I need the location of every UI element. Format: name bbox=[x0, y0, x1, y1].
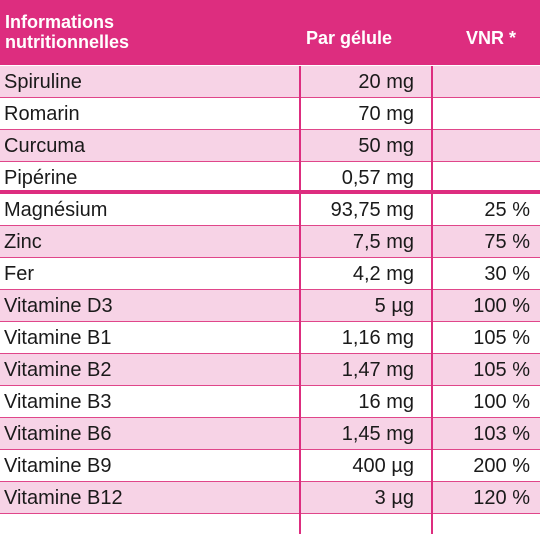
nutrient-name: Magnésium bbox=[4, 199, 108, 221]
amount-per-capsule: 70 mg bbox=[358, 103, 414, 125]
vnr-value: 120 % bbox=[473, 487, 530, 509]
nutrient-name: Curcuma bbox=[4, 135, 86, 157]
nutrient-name: Spiruline bbox=[4, 71, 82, 93]
amount-per-capsule: 0,57 mg bbox=[341, 167, 414, 189]
table-row: Fer 4,2 mg 30 % bbox=[0, 258, 540, 290]
header-vnr: VNR * bbox=[466, 28, 517, 48]
column-divider-1 bbox=[299, 66, 301, 534]
amount-per-capsule: 7,5 mg bbox=[352, 231, 414, 253]
table-row: Vitamine D3 5 µg 100 % bbox=[0, 290, 540, 322]
table-row: Vitamine B12 3 µg 120 % bbox=[0, 482, 540, 514]
nutrient-name: Vitamine B3 bbox=[4, 391, 112, 413]
vnr-value: 75 % bbox=[484, 231, 530, 253]
amount-per-capsule: 20 mg bbox=[358, 71, 414, 93]
amount-per-capsule: 400 µg bbox=[352, 455, 414, 477]
vnr-value: 25 % bbox=[484, 199, 530, 221]
vnr-value: 100 % bbox=[473, 391, 530, 413]
vnr-value: 200 % bbox=[473, 455, 530, 477]
nutrient-name: Pipérine bbox=[4, 167, 78, 189]
amount-per-capsule: 5 µg bbox=[374, 295, 414, 317]
amount-per-capsule: 1,16 mg bbox=[341, 327, 414, 349]
table-row: Magnésium 93,75 mg 25 % bbox=[0, 194, 540, 226]
nutrient-name: Vitamine D3 bbox=[4, 295, 113, 317]
amount-per-capsule: 3 µg bbox=[374, 487, 414, 509]
table-row: Pipérine 0,57 mg bbox=[0, 162, 540, 194]
header-col1-line2: nutritionnelles bbox=[5, 32, 130, 52]
nutrient-name: Fer bbox=[4, 263, 34, 285]
nutrient-name: Zinc bbox=[4, 231, 42, 253]
nutrient-name: Vitamine B2 bbox=[4, 359, 112, 381]
table-row: Romarin 70 mg bbox=[0, 98, 540, 130]
table-body: Spiruline 20 mg Romarin 70 mg Curcuma 50… bbox=[0, 66, 540, 514]
amount-per-capsule: 93,75 mg bbox=[330, 199, 414, 221]
vnr-value: 103 % bbox=[473, 423, 530, 445]
nutrient-name: Vitamine B12 bbox=[4, 487, 123, 509]
vnr-value: 100 % bbox=[473, 295, 530, 317]
table-row: Spiruline 20 mg bbox=[0, 66, 540, 98]
table-row: Zinc 7,5 mg 75 % bbox=[0, 226, 540, 258]
vnr-value: 105 % bbox=[473, 359, 530, 381]
vnr-value: 105 % bbox=[473, 327, 530, 349]
table-row: Curcuma 50 mg bbox=[0, 130, 540, 162]
table-row: Vitamine B9 400 µg 200 % bbox=[0, 450, 540, 482]
vnr-value: 30 % bbox=[484, 263, 530, 285]
amount-per-capsule: 50 mg bbox=[358, 135, 414, 157]
table-row: Vitamine B6 1,45 mg 103 % bbox=[0, 418, 540, 450]
amount-per-capsule: 4,2 mg bbox=[352, 263, 414, 285]
nutrient-name: Vitamine B9 bbox=[4, 455, 112, 477]
header-col1-line1: Informations bbox=[5, 12, 115, 32]
header-par-gelule: Par gélule bbox=[306, 28, 393, 48]
table-header: Informations nutritionnelles Par gélule … bbox=[0, 0, 540, 65]
amount-per-capsule: 1,45 mg bbox=[341, 423, 414, 445]
column-divider-2 bbox=[431, 66, 433, 534]
amount-per-capsule: 16 mg bbox=[358, 391, 414, 413]
table-row: Vitamine B3 16 mg 100 % bbox=[0, 386, 540, 418]
table-row: Vitamine B1 1,16 mg 105 % bbox=[0, 322, 540, 354]
table-row: Vitamine B2 1,47 mg 105 % bbox=[0, 354, 540, 386]
amount-per-capsule: 1,47 mg bbox=[341, 359, 414, 381]
nutrient-name: Romarin bbox=[4, 103, 80, 125]
nutrient-name: Vitamine B1 bbox=[4, 327, 112, 349]
nutrient-name: Vitamine B6 bbox=[4, 423, 112, 445]
header-informations-nutritionnelles: Informations nutritionnelles bbox=[5, 12, 285, 52]
